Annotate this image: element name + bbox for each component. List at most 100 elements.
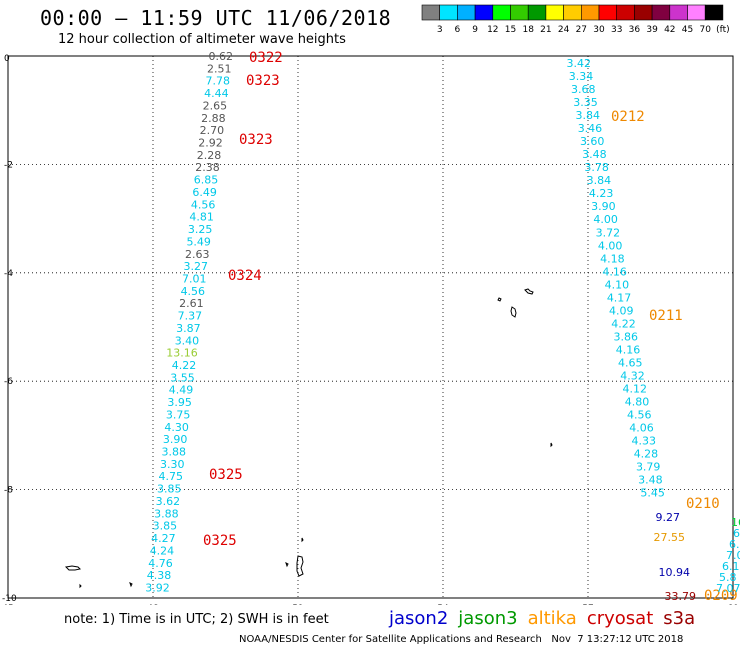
wave-height-label: 3.42: [567, 57, 592, 70]
colorbar-tick-label: 39: [646, 25, 658, 35]
colorbar-tick-label: 27: [576, 25, 587, 35]
coastline-islands: [64, 288, 553, 589]
wave-height-label: 33.79: [665, 590, 697, 603]
axis-ticks: 45 48 51 54 57 60 0 -2 -4 -6 -8 -10: [2, 54, 739, 605]
wave-height-label: 3.34: [569, 70, 594, 83]
wave-height-label: 4.65: [618, 356, 643, 369]
colorbar-tick-label: 36: [629, 25, 641, 35]
wave-height-label: 5.8: [719, 571, 737, 584]
wave-height-label: 4.16: [616, 343, 641, 356]
wave-height-label: 3.84: [575, 109, 600, 122]
wave-height-label: 4.33: [631, 435, 656, 448]
wave-height-label: 4.00: [598, 239, 623, 252]
pass-time-label: 0323: [246, 73, 280, 89]
satellite-legend: jason2 jason3 altika cryosat s3a: [389, 608, 705, 629]
wave-height-label: 2.38: [195, 161, 220, 174]
wave-height-label: 3.90: [591, 200, 616, 213]
legend-item-jason2: jason2: [389, 608, 449, 629]
colorbar-tick-label: 6: [455, 25, 461, 35]
wave-height-label: 3.86: [614, 330, 639, 343]
wave-height-label: 3.84: [587, 174, 612, 187]
map-title: 00:00 – 11:59 UTC 11/06/2018: [40, 6, 392, 30]
wave-height-label: 6.: [729, 538, 740, 551]
pass-time-label: 0325: [209, 467, 243, 483]
wave-height-label: 2.65: [203, 99, 228, 112]
colorbar-tick-label: 42: [664, 25, 675, 35]
wave-height-label: 2.88: [201, 112, 226, 125]
wave-height-label: 3.62: [156, 495, 181, 508]
pass-time-label: 0210: [686, 496, 720, 512]
x-tick-label: 54: [437, 604, 449, 605]
x-tick-label: 51: [292, 604, 303, 605]
wave-height-label: 3.40: [175, 334, 200, 347]
colorbar-tick-label: (ft): [716, 25, 730, 35]
color-scale-bar: 3 6 9 12 15 18 21 24 27 30 33 36 39 42 45 70 (ft): [421, 4, 730, 35]
colorbar-tick-label: 70: [699, 25, 711, 35]
wave-height-label: 4.81: [189, 211, 214, 224]
colorbar-tick-label: 33: [611, 25, 622, 35]
wave-height-label: 3.35: [573, 96, 598, 109]
wave-height-label: 4.22: [611, 317, 636, 330]
colorbar-tick-label: 21: [540, 25, 551, 35]
pass-time-label: 0209: [704, 588, 738, 604]
wave-height-label: 3.79: [636, 461, 661, 474]
wave-height-label: 3.68: [571, 83, 596, 96]
wave-height-label: 7.07: [716, 582, 740, 595]
y-tick-label: -10: [2, 594, 17, 604]
wave-height-label: 3.46: [578, 122, 603, 135]
colorbar-tick-label: 3: [437, 25, 443, 35]
wave-height-label: 4.27: [151, 532, 176, 545]
wave-height-label: 3.90: [163, 433, 188, 446]
wave-height-label: 3.78: [584, 161, 609, 174]
island-shape: [550, 442, 553, 448]
island-shape: [510, 306, 517, 318]
wave-height-label: 3.25: [188, 223, 213, 236]
wave-height-label: 4.06: [629, 422, 654, 435]
wave-height-label: 7.78: [206, 75, 231, 88]
x-tick-label: 60: [727, 604, 739, 605]
wave-height-label: 4.09: [609, 304, 634, 317]
wave-height-label: 3.85: [157, 483, 182, 496]
wave-height-label: 6: [733, 527, 740, 540]
map-subtitle: 12 hour collection of altimeter wave hei…: [58, 32, 346, 47]
wave-height-label: 16: [731, 516, 740, 529]
colorbar-tick-label: 12: [487, 25, 498, 35]
island-shape: [524, 288, 534, 295]
island-shape: [79, 583, 82, 589]
wave-height-label: 6.49: [192, 186, 217, 199]
wave-height-label: 4.38: [147, 569, 172, 582]
footer-credit: NOAA/NESDIS Center for Satellite Applica…: [239, 634, 684, 645]
footer-note: note: 1) Time is in UTC; 2) SWH is in fe…: [64, 612, 329, 627]
wave-height-label: 27.55: [654, 531, 686, 544]
colorbar-tick-label: 15: [505, 25, 516, 35]
wave-height-label: 7.37: [178, 310, 203, 323]
wave-height-label: 9.27: [656, 511, 681, 524]
wave-height-label: 3.75: [166, 408, 191, 421]
y-tick-label: -8: [4, 486, 13, 496]
wave-height-label: 4.49: [169, 384, 194, 397]
wave-height-label: 6.1: [722, 560, 740, 573]
wave-height-label: 3.88: [154, 507, 179, 520]
x-tick-label: 57: [582, 604, 593, 605]
track-c-labels: 1666.7.06.15.87.07: [716, 516, 740, 595]
wave-height-label: 0.62: [209, 50, 234, 63]
wave-height-label: 7.0: [726, 549, 740, 562]
wave-height-label: 4.76: [148, 557, 173, 570]
wave-height-label: 4.17: [607, 291, 632, 304]
map-plot: 4548515457600-2-4-6-8-10 0.622.517.784.4…: [2, 50, 740, 605]
colorbar-tick-label: 30: [593, 25, 605, 35]
island-shape: [64, 565, 82, 571]
wave-height-label: 4.56: [181, 285, 206, 298]
legend-item-cryosat: cryosat: [586, 608, 654, 629]
island-shape: [301, 537, 304, 543]
wave-height-label: 4.32: [620, 369, 645, 382]
wave-height-label: 4.28: [634, 448, 659, 461]
pass-time-label: 0323: [239, 132, 273, 148]
wave-height-label: 4.30: [164, 421, 189, 434]
wave-height-label: 5.45: [640, 487, 665, 500]
wave-height-label: 3.48: [638, 474, 663, 487]
track-b-labels: 3.423.343.683.353.843.463.603.483.783.84…: [567, 57, 738, 604]
wave-height-label: 3.60: [580, 135, 605, 148]
wave-height-label: 2.63: [185, 248, 210, 261]
wave-height-label: 3.55: [170, 371, 195, 384]
